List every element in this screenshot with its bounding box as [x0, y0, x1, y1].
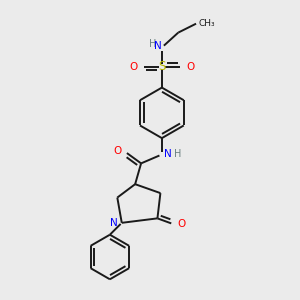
Text: CH₃: CH₃ — [198, 19, 215, 28]
Text: N: N — [110, 218, 118, 228]
Text: S: S — [158, 60, 166, 73]
Text: O: O — [113, 146, 121, 157]
Text: H: H — [149, 40, 156, 50]
Text: N: N — [164, 149, 172, 160]
Text: O: O — [130, 62, 138, 72]
Text: O: O — [177, 219, 186, 229]
Text: O: O — [186, 62, 194, 72]
Text: N: N — [154, 41, 162, 51]
Text: H: H — [174, 149, 181, 160]
